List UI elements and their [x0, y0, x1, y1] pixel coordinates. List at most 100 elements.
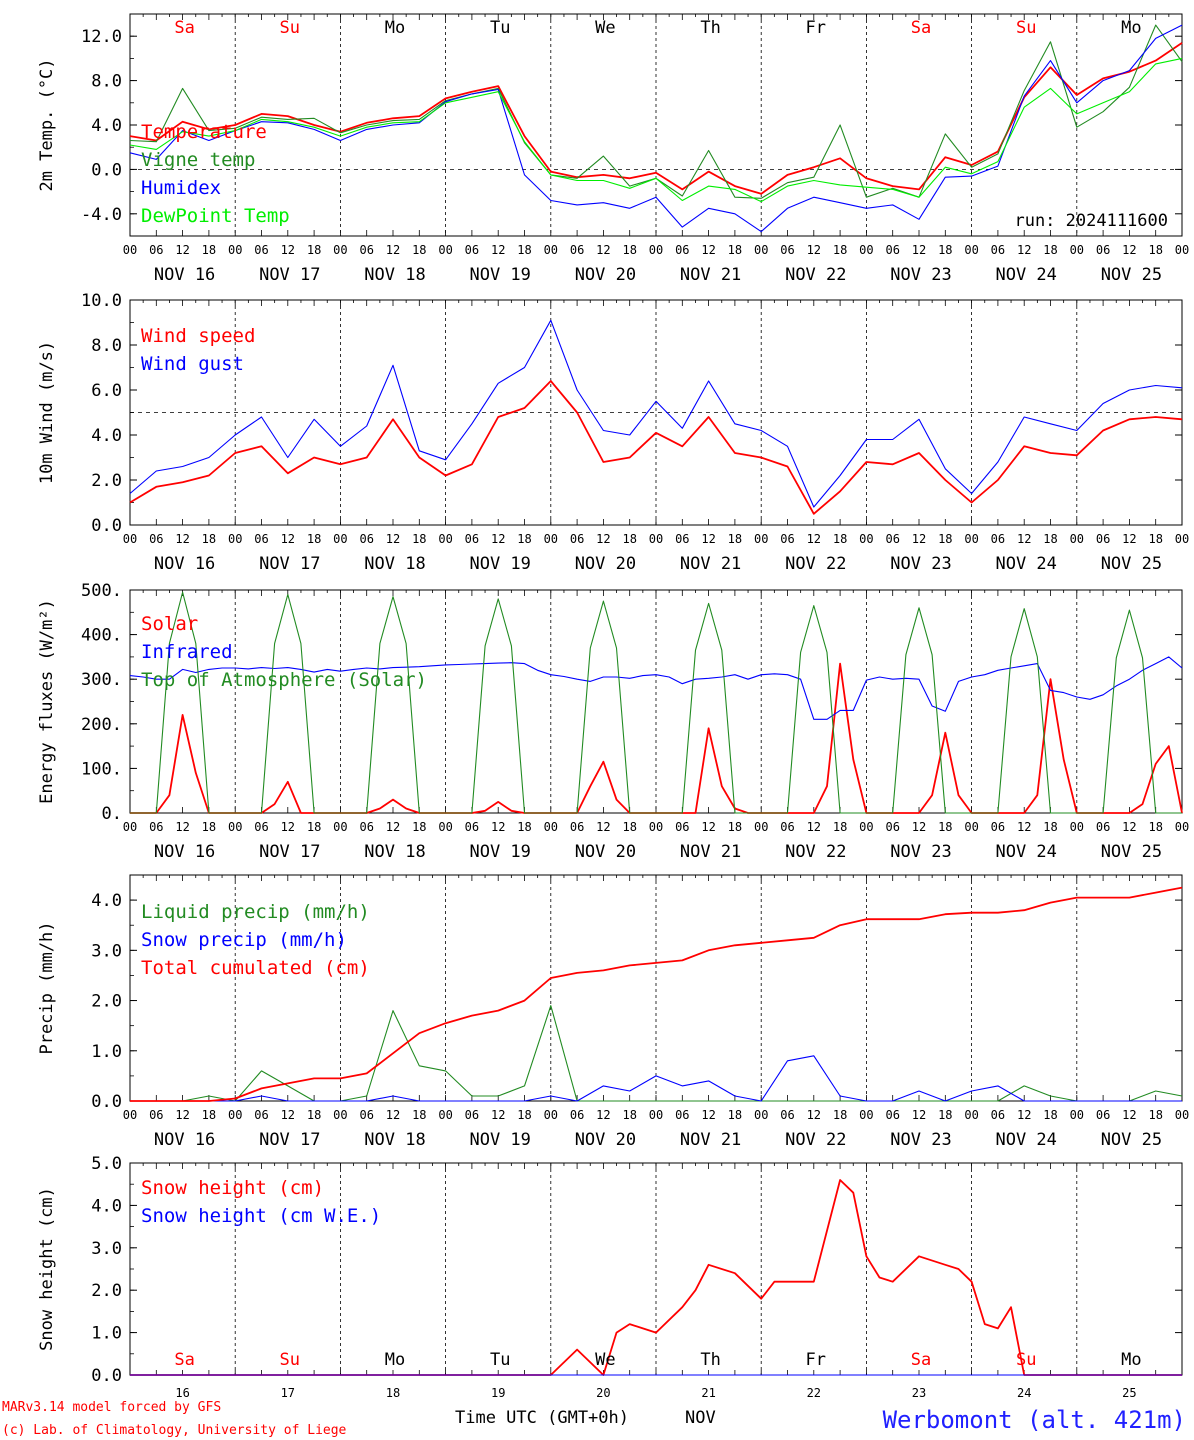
series-line-snow-precip-mm-h-: [130, 1055, 1182, 1102]
hour-tick-label: 06: [359, 820, 373, 834]
weekday-label: Tu: [490, 18, 510, 38]
legend-entry: Top of Atmosphere (Solar): [141, 669, 427, 691]
series-line-wind-gust: [129, 319, 1183, 508]
hour-tick-label: 18: [307, 1108, 321, 1122]
y-tick-label: 200.: [81, 715, 122, 735]
date-label: NOV 21: [680, 842, 741, 862]
day-number-label: 21: [701, 1386, 715, 1400]
hour-tick-label: 18: [728, 532, 742, 546]
hour-tick-label: 12: [701, 1108, 715, 1122]
hour-tick-label: 18: [412, 532, 426, 546]
hour-tick-label: 12: [912, 243, 926, 257]
hour-tick-label: 18: [307, 532, 321, 546]
weekday-label: Th: [700, 18, 720, 38]
hour-tick-label: 06: [675, 1108, 689, 1122]
date-label: NOV 18: [364, 1130, 425, 1150]
hour-tick-label: 18: [517, 1108, 531, 1122]
hour-tick-label: 00: [438, 243, 452, 257]
y-tick-label: 400.: [81, 626, 122, 646]
chart-panel-4: 00 06 12 18 00 06 12 18 00 06 12 18 00 06 12 18 00 06 12 18…: [37, 874, 1189, 1150]
y-tick-label: 6.0: [91, 381, 122, 401]
hour-tick-label: 06: [570, 532, 584, 546]
date-label: NOV 20: [575, 842, 636, 862]
hour-tick-label: 06: [149, 532, 163, 546]
weekday-label: Th: [700, 1350, 720, 1370]
hour-tick-label: 12: [1122, 532, 1136, 546]
weekday-label: Su: [1016, 1350, 1036, 1370]
hour-tick-label: 06: [780, 820, 794, 834]
y-tick-label: 2.0: [91, 1281, 122, 1301]
hour-tick-label: 12: [1122, 820, 1136, 834]
date-label: NOV 18: [364, 554, 425, 574]
hour-tick-label: 18: [412, 1108, 426, 1122]
y-tick-label: 2.0: [91, 992, 122, 1012]
date-label: NOV 20: [575, 265, 636, 285]
hour-tick-label: 00: [859, 532, 873, 546]
chart-panel-5: 16 17 18 19 20 21 22 23 24 25 0.0 1.0 2.0 3.0 4.0 5.0 Sn…: [37, 1154, 1183, 1400]
y-tick-label: 12.0: [81, 27, 122, 47]
hour-tick-label: 12: [281, 820, 295, 834]
y-axis-label: 2m Temp. (°C): [37, 58, 57, 191]
series-line-total-cumulated-cm-: [130, 886, 1183, 1102]
hour-tick-label: 00: [228, 820, 242, 834]
date-label: NOV 17: [259, 554, 320, 574]
date-label: NOV 19: [469, 842, 530, 862]
chart-panels: 00 06 12 18 00 06 12 18 00 06 12 18 00 06 12 18 00 06 12 18…: [37, 13, 1189, 1400]
weekday-label: Fr: [806, 18, 826, 38]
hour-tick-label: 00: [1070, 1108, 1084, 1122]
hour-tick-label: 12: [912, 1108, 926, 1122]
weekday-label: Tu: [490, 1350, 510, 1370]
weekday-label: Su: [280, 18, 300, 38]
hour-tick-label: 00: [1175, 1108, 1189, 1122]
hour-tick-label: 00: [544, 1108, 558, 1122]
hour-tick-label: 12: [596, 820, 610, 834]
y-tick-label: 0.0: [91, 516, 122, 536]
hour-tick-label: 12: [1017, 243, 1031, 257]
hour-tick-label: 00: [1175, 820, 1189, 834]
hour-tick-label: 00: [438, 532, 452, 546]
hour-tick-label: 00: [859, 820, 873, 834]
hour-tick-label: 18: [833, 532, 847, 546]
hour-tick-label: 18: [728, 1108, 742, 1122]
date-label: NOV 23: [890, 842, 951, 862]
hour-tick-label: 12: [281, 532, 295, 546]
weekday-label: Mo: [385, 1350, 405, 1370]
hour-tick-label: 00: [754, 1108, 768, 1122]
date-label: NOV 24: [995, 554, 1056, 574]
weekday-label: We: [595, 18, 615, 38]
hour-tick-label: 00: [438, 1108, 452, 1122]
hour-tick-label: 00: [1175, 532, 1189, 546]
hour-tick-label: 18: [517, 820, 531, 834]
hour-tick-label: 12: [1017, 532, 1031, 546]
chart-panel-2: 00 06 12 18 00 06 12 18 00 06 12 18 00 06 12 18 00 06 12 18…: [37, 291, 1189, 574]
hour-tick-label: 00: [859, 243, 873, 257]
date-label: NOV 22: [785, 1130, 846, 1150]
hour-tick-label: 00: [228, 1108, 242, 1122]
hour-tick-label: 18: [833, 820, 847, 834]
hour-tick-label: 18: [1043, 243, 1057, 257]
day-number-label: 20: [596, 1386, 610, 1400]
hour-tick-label: 18: [938, 820, 952, 834]
hour-tick-label: 06: [465, 243, 479, 257]
y-tick-label: 0.0: [91, 1092, 122, 1112]
legend-entry: Snow height (cm): [141, 1177, 324, 1199]
legend-entry: Wind speed: [141, 325, 255, 347]
model-credit: MARv3.14 model forced by GFS: [2, 1400, 221, 1415]
hour-tick-label: 00: [1070, 532, 1084, 546]
hour-tick-label: 12: [175, 243, 189, 257]
date-label: NOV 19: [469, 265, 530, 285]
hour-tick-label: 00: [123, 820, 137, 834]
hour-tick-label: 06: [465, 1108, 479, 1122]
hour-tick-label: 12: [807, 1108, 821, 1122]
hour-tick-label: 00: [1070, 820, 1084, 834]
date-label: NOV 23: [890, 1130, 951, 1150]
hour-tick-label: 18: [938, 1108, 952, 1122]
y-tick-label: 300.: [81, 670, 122, 690]
weekday-label: Sa: [174, 18, 194, 38]
hour-tick-label: 12: [281, 243, 295, 257]
date-label: NOV 23: [890, 265, 951, 285]
hour-tick-label: 00: [754, 820, 768, 834]
hour-tick-label: 18: [202, 1108, 216, 1122]
weekday-label: Mo: [1121, 1350, 1141, 1370]
